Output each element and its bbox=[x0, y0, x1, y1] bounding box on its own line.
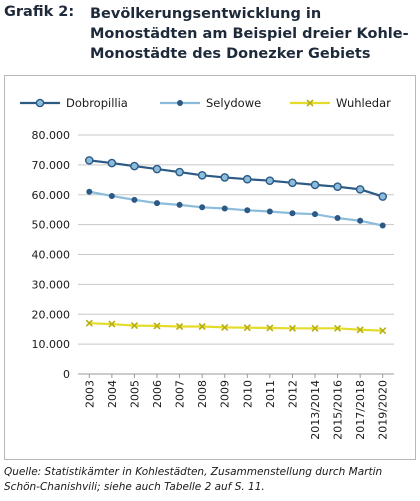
y-tick-label: 30.000 bbox=[32, 278, 71, 291]
dobropillia-point bbox=[355, 185, 365, 194]
chart-title: Bevölkerungsentwicklung in Monostädten a… bbox=[90, 6, 409, 62]
x-tick-label: 2012 bbox=[286, 380, 299, 408]
y-tick-label: 60.000 bbox=[32, 189, 71, 202]
dobropillia-point bbox=[265, 176, 275, 186]
dobropillia-point bbox=[84, 156, 94, 165]
y-tick-label: 80.000 bbox=[32, 129, 71, 142]
wuhledar-point bbox=[243, 324, 251, 332]
selydowe-point bbox=[244, 207, 251, 214]
wuhledar-point bbox=[379, 327, 387, 335]
selydowe-point bbox=[312, 211, 318, 218]
wuhledar-point bbox=[266, 324, 274, 332]
selydowe-point bbox=[199, 204, 206, 211]
dobropillia-point bbox=[333, 182, 342, 191]
dobropillia-point bbox=[378, 192, 388, 201]
selydowe-point bbox=[289, 210, 296, 217]
x-tick-label: 2011 bbox=[264, 380, 277, 408]
selydowe-point bbox=[176, 201, 183, 208]
selydowe-legend-label: Selydowe bbox=[206, 96, 261, 110]
selydowe-point bbox=[266, 208, 273, 215]
x-tick-label: 2003 bbox=[83, 380, 96, 408]
wuhledar-point bbox=[130, 322, 138, 330]
x-tick-label: 2015/2016 bbox=[332, 380, 345, 440]
dobropillia-point bbox=[197, 171, 207, 180]
dobropillia-point bbox=[310, 180, 320, 190]
wuhledar-point bbox=[356, 326, 364, 334]
source-note: Quelle: Statistikämter in Kohlestädten, … bbox=[4, 466, 383, 493]
wuhledar-point bbox=[108, 320, 116, 328]
wuhledar-point bbox=[176, 322, 184, 331]
y-tick-label: 50.000 bbox=[32, 219, 71, 232]
x-tick-label: 2017/2018 bbox=[354, 380, 367, 440]
dobropillia-legend-marker bbox=[35, 98, 45, 108]
x-tick-label: 2005 bbox=[128, 380, 141, 408]
wuhledar-point bbox=[198, 322, 206, 331]
line-chart: 0 10.000 20.000 30.000 40.000 50.000 60.000 70.… bbox=[20, 96, 394, 440]
wuhledar-point bbox=[153, 322, 161, 330]
selydowe-point bbox=[154, 200, 160, 207]
dobropillia-point bbox=[130, 161, 139, 171]
selydowe-legend-marker bbox=[177, 100, 183, 106]
x-tick-label: 2004 bbox=[106, 380, 119, 408]
selydowe-point bbox=[86, 188, 93, 195]
x-tick-label: 2009 bbox=[219, 380, 232, 408]
wuhledar-point bbox=[221, 323, 229, 331]
x-tick-label: 2019/2020 bbox=[377, 380, 390, 440]
y-tick-label: 0 bbox=[63, 368, 70, 381]
x-tick-label: 2007 bbox=[174, 380, 187, 408]
x-tick-label: 2006 bbox=[151, 380, 164, 408]
wuhledar-point bbox=[288, 324, 296, 332]
y-tick-label: 40.000 bbox=[32, 249, 71, 262]
selydowe-line bbox=[89, 190, 383, 227]
dobropillia-point bbox=[175, 167, 184, 177]
y-tick-label: 10.000 bbox=[32, 338, 71, 351]
dobropillia-point bbox=[242, 174, 252, 184]
selydowe-point bbox=[357, 217, 364, 224]
wuhledar-point bbox=[85, 319, 93, 327]
wuhledar-point bbox=[334, 324, 342, 332]
wuhledar-legend-marker bbox=[306, 99, 314, 107]
figure-heading: Grafik 2: Bevölkerungsentwicklung in Mon… bbox=[4, 4, 418, 64]
selydowe-point bbox=[221, 205, 228, 212]
selydowe-point bbox=[379, 222, 386, 229]
y-tick-label: 20.000 bbox=[32, 308, 71, 321]
dobropillia-point bbox=[107, 158, 117, 168]
figure-label: Grafik 2: bbox=[4, 4, 75, 20]
x-tick-label: 2013/2014 bbox=[309, 380, 322, 440]
dobropillia-point bbox=[288, 178, 297, 188]
y-tick-label: 70.000 bbox=[32, 159, 71, 172]
x-tick-label: 2010 bbox=[241, 380, 254, 408]
dobropillia-legend-label: Dobropillia bbox=[66, 96, 128, 110]
selydowe-point bbox=[334, 215, 341, 222]
selydowe-point bbox=[108, 192, 115, 199]
selydowe-point bbox=[131, 196, 138, 203]
dobropillia-point bbox=[220, 173, 230, 182]
wuhledar-point bbox=[311, 324, 319, 332]
dobropillia-point bbox=[152, 164, 162, 174]
x-tick-label: 2008 bbox=[196, 380, 209, 408]
wuhledar-legend-label: Wuhledar bbox=[336, 96, 391, 110]
wuhledar-line bbox=[89, 322, 383, 332]
chart-frame bbox=[4, 75, 416, 460]
